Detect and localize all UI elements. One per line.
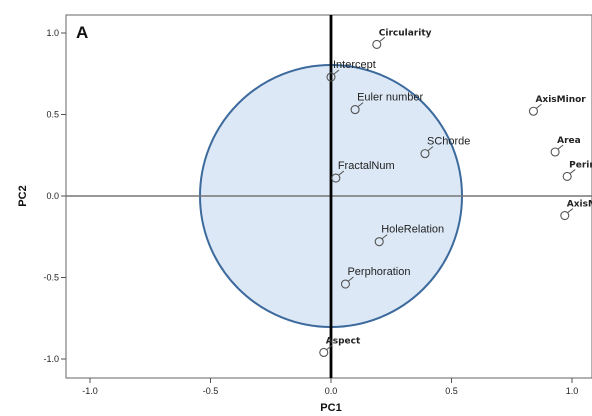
loading-point-marker	[350, 105, 360, 115]
loading-point-leader	[427, 146, 434, 152]
x-tick-label: -0.5	[203, 386, 219, 396]
loading-point-leader	[557, 144, 564, 150]
loading-point-leader	[357, 102, 364, 108]
loading-point-label: Euler number	[357, 92, 423, 104]
y-axis-ticks: 1.0 0.5 0.0 -0.5 -1.0	[43, 28, 66, 364]
loading-point-marker	[420, 149, 430, 159]
y-tick-label: 0.5	[46, 110, 59, 120]
loading-point-label: AxisMinor	[535, 95, 586, 105]
loading-point-label: Aspect	[326, 336, 361, 346]
loading-point-marker	[374, 237, 384, 247]
y-axis-title: PC2	[17, 185, 29, 206]
loading-point-label: FractalNum	[338, 160, 395, 172]
y-tick-label: -1.0	[43, 354, 59, 364]
loading-point-marker	[560, 211, 570, 221]
loading-point-marker	[562, 171, 572, 181]
x-tick-label: -1.0	[82, 386, 98, 396]
x-axis-ticks: -1.0 -0.5 0.0 0.5 1.0	[82, 378, 578, 396]
loading-point-leader	[338, 170, 345, 176]
loading-point-marker	[528, 106, 538, 116]
x-tick-label: 0.5	[445, 386, 458, 396]
loading-point-marker	[550, 147, 560, 157]
x-tick-label: 1.0	[566, 386, 579, 396]
loading-point-marker	[319, 347, 329, 358]
loading-point-leader	[379, 37, 386, 42]
loading-point-leader	[569, 169, 576, 174]
loading-points: Circularity Intercept Euler number AxisMino…	[319, 28, 592, 358]
x-tick-label: 0.0	[325, 386, 338, 396]
loading-point-label: HoleRelation	[381, 224, 444, 236]
loading-point-label: Area	[557, 136, 581, 146]
loading-point-label: Intercept	[333, 59, 376, 71]
loading-point-marker	[326, 72, 336, 82]
loading-point-marker	[372, 39, 382, 49]
loading-point-label: AxisMajor	[567, 200, 592, 210]
loading-point-leader	[536, 103, 542, 109]
loading-point-label: Circularity	[379, 28, 432, 38]
loading-point-leader	[567, 208, 574, 213]
loading-point-label: SChorde	[427, 136, 470, 148]
x-axis-title: PC1	[320, 402, 341, 414]
panel-label: A	[76, 23, 88, 42]
loading-point-label: Perphoration	[347, 266, 410, 278]
loading-point-leader	[348, 276, 354, 282]
loading-point-leader	[326, 345, 333, 350]
y-tick-label: 1.0	[46, 28, 59, 38]
loading-point-leader	[333, 69, 340, 75]
loading-point-label: Perim	[569, 160, 592, 170]
y-tick-label: -0.5	[43, 273, 59, 283]
loading-point-marker	[331, 173, 341, 183]
loading-point-leader	[381, 234, 388, 240]
loading-point-marker	[340, 279, 351, 289]
y-tick-label: 0.0	[46, 191, 59, 201]
